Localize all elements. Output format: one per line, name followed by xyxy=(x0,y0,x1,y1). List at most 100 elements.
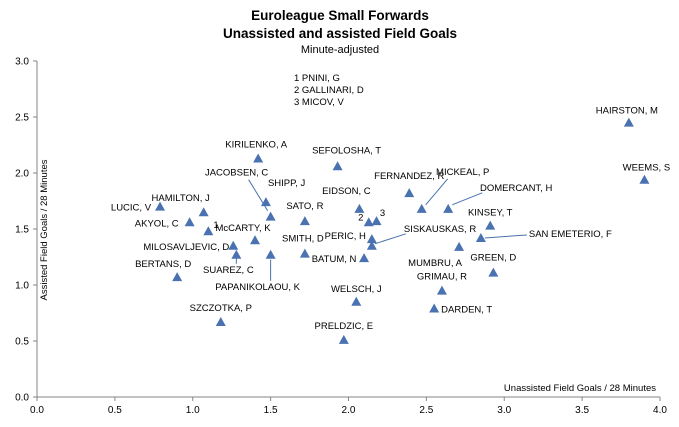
point-label: JACOBSEN, C xyxy=(205,168,268,179)
data-point xyxy=(332,161,343,171)
x-tick-label: 2.0 xyxy=(342,405,356,416)
point-label: HAIRSTON, M xyxy=(596,106,658,117)
point-label: KINSEY, T xyxy=(468,208,513,219)
legend-note-2: 2 GALLINARI, D xyxy=(294,85,364,96)
data-point xyxy=(366,240,377,250)
data-points xyxy=(155,117,650,344)
point-label: GRIMAU, R xyxy=(417,272,467,283)
point-label: SUAREZ, C xyxy=(203,265,254,276)
legend-note-1: 1 PNINI, G xyxy=(294,73,340,84)
y-tick-label: 3.0 xyxy=(15,57,29,68)
data-point xyxy=(155,201,166,211)
point-label: SAN EMETERIO, F xyxy=(529,229,612,240)
data-point xyxy=(231,249,242,259)
data-point xyxy=(623,117,634,127)
point-label: SMITH, D xyxy=(282,234,324,245)
point-label: EIDSON, C xyxy=(322,186,371,197)
point-label: SATO, R xyxy=(286,201,323,212)
marker-number-label: 1 xyxy=(213,220,218,231)
data-point xyxy=(299,216,310,226)
point-label: LUCIC, V xyxy=(111,203,152,214)
point-label: BERTANS, D xyxy=(135,259,191,270)
leader-line xyxy=(484,234,527,239)
data-point xyxy=(359,253,370,263)
y-tick-label: 0.5 xyxy=(15,337,29,348)
data-point xyxy=(485,220,496,230)
data-point xyxy=(299,248,310,258)
point-label: GREEN, D xyxy=(470,253,516,264)
leader-line xyxy=(425,178,449,206)
data-point xyxy=(363,217,374,227)
axes: 0.0 0.5 1.0 1.5 2.0 2.5 3.0 3.5 4.0 0.0 0.5 1.0 1.5 2… xyxy=(15,57,667,417)
legend-note-3: 3 MICOV, V xyxy=(294,97,344,108)
data-point xyxy=(198,207,209,217)
marker-number-label: 3 xyxy=(380,208,385,219)
data-point xyxy=(338,334,349,344)
data-point xyxy=(454,241,465,251)
x-tick-label: 1.5 xyxy=(264,405,278,416)
data-point xyxy=(436,285,447,295)
y-tick-label: 2.0 xyxy=(15,169,29,180)
data-point xyxy=(253,153,264,163)
data-point xyxy=(639,174,650,184)
point-label: SZCZOTKA, P xyxy=(190,303,252,314)
x-tick-label: 3.0 xyxy=(497,405,511,416)
point-label: HAMILTON, J xyxy=(152,193,210,204)
y-tick-label: 1.5 xyxy=(15,225,29,236)
data-point xyxy=(488,267,499,277)
point-label: KIRILENKO, A xyxy=(225,139,287,150)
x-tick-label: 3.5 xyxy=(575,405,589,416)
marker-number-label: 2 xyxy=(358,212,363,223)
point-label: PRELDZIC, E xyxy=(315,321,374,332)
data-point xyxy=(366,234,377,244)
leader-line xyxy=(451,192,483,206)
point-label: MICKEAL, P xyxy=(436,167,489,178)
data-point xyxy=(184,217,195,227)
chart-subtitle: Minute-adjusted xyxy=(301,44,379,56)
legend-notes: 1 PNINI, G 2 GALLINARI, D 3 MICOV, V xyxy=(294,73,364,108)
point-label: SISKAUSKAS, R xyxy=(404,224,476,235)
point-label: MILOSAVLJEVIC, D xyxy=(143,242,229,253)
point-label: AKYOL, C xyxy=(135,218,179,229)
point-label: SHIPP, J xyxy=(268,178,306,189)
point-label: DARDEN, T xyxy=(441,305,492,316)
data-point xyxy=(172,272,183,282)
point-label: McCARTY, K xyxy=(216,223,272,234)
data-point xyxy=(260,197,271,207)
point-label: SEFOLOSHA, T xyxy=(312,145,381,156)
data-point xyxy=(265,249,276,259)
data-point xyxy=(228,240,239,250)
point-labels: HAIRSTON, M WEEMS, S KIRILENKO, A SEFOLOSHA… xyxy=(111,106,670,332)
data-point xyxy=(215,316,226,326)
data-point xyxy=(265,211,276,221)
y-axis-label: Assisted Field Goals / 28 Minutes xyxy=(39,159,50,300)
point-label: BATUM, N xyxy=(312,254,357,265)
data-point xyxy=(475,232,486,242)
point-label: FERNANDEZ, R xyxy=(374,171,444,182)
point-label: PERIC, H xyxy=(325,231,366,242)
point-label: MUMBRU, A xyxy=(408,258,463,269)
data-point xyxy=(354,203,365,213)
point-label: WEEMS, S xyxy=(623,163,671,174)
x-tick-label: 4.0 xyxy=(653,405,667,416)
point-label: PAPANIKOLAOU, K xyxy=(215,282,300,293)
leader-lines xyxy=(235,178,527,281)
chart-title-line-2: Unassisted and assisted Field Goals xyxy=(223,26,457,41)
data-point xyxy=(351,296,362,306)
x-tick-label: 1.0 xyxy=(186,405,200,416)
data-point xyxy=(443,203,454,213)
y-tick-label: 0.0 xyxy=(15,393,29,404)
point-label: WELSCH, J xyxy=(331,284,382,295)
data-point xyxy=(250,235,261,245)
x-tick-label: 2.5 xyxy=(419,405,433,416)
data-point xyxy=(203,226,214,236)
data-point xyxy=(416,203,427,213)
chart-title: Euroleague Small Forwards xyxy=(251,8,429,23)
x-tick-label: 0.0 xyxy=(30,405,44,416)
x-axis-label: Unassisted Field Goals / 28 Minutes xyxy=(504,383,656,394)
x-tick-label: 0.5 xyxy=(108,405,122,416)
y-tick-label: 1.0 xyxy=(15,281,29,292)
data-point xyxy=(429,303,440,313)
data-point xyxy=(404,188,415,198)
